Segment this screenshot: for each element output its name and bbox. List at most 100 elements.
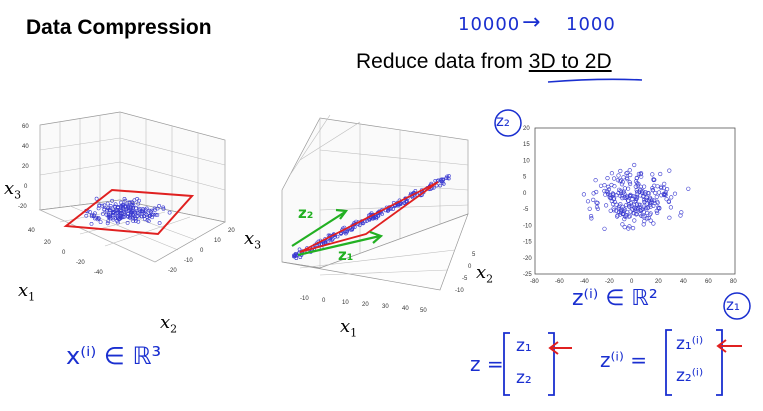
plot1-point — [107, 208, 112, 213]
plot1-point — [143, 217, 147, 222]
plot3-point — [606, 187, 612, 192]
plot3-point — [594, 204, 600, 210]
plot1-point — [136, 211, 141, 216]
svg-text:10: 10 — [214, 238, 221, 244]
plot3-point — [620, 222, 625, 227]
plot1-point — [126, 214, 131, 219]
plot3-point — [585, 199, 591, 204]
plot3-point — [637, 189, 642, 194]
plot1-point — [148, 213, 152, 218]
plot1-point — [97, 203, 102, 208]
plot3-point — [645, 190, 651, 196]
plot3-point — [653, 190, 658, 196]
plot3-point — [642, 214, 647, 219]
plot1-point — [128, 209, 133, 214]
plot3-point — [636, 171, 642, 177]
subtitle-underline — [547, 78, 643, 83]
plot2-point — [445, 176, 450, 180]
zi-vector-right-bracket — [716, 329, 723, 396]
plot3-point — [628, 172, 633, 178]
green-arrowhead-z1 — [369, 230, 384, 244]
plot3-point — [636, 202, 641, 207]
plot3-point — [630, 226, 636, 231]
plot3-point — [627, 181, 633, 187]
plot1-point — [113, 209, 118, 214]
svg-text:-5: -5 — [462, 276, 468, 282]
svg-text:0: 0 — [468, 264, 472, 270]
plot3-point — [651, 198, 657, 203]
plot2-point — [374, 216, 379, 221]
subtitle-emphasis: 3D to 2D — [528, 50, 612, 73]
plot3-point — [587, 206, 592, 211]
plot1-point — [98, 220, 103, 225]
plot2-point — [445, 174, 449, 179]
plot3-point — [627, 204, 632, 209]
plot1-point — [119, 208, 124, 213]
plot3-point — [602, 183, 607, 188]
plot1-point — [123, 198, 128, 203]
plot1-point — [122, 210, 127, 214]
plot3-point — [634, 202, 640, 207]
plot1-point — [139, 209, 144, 214]
plot3-point — [639, 207, 644, 212]
plot3-point — [607, 194, 612, 199]
subtitle-prefix: Reduce data from — [356, 50, 529, 73]
plot2-point — [440, 181, 445, 185]
plot3-ytick: 0 — [523, 191, 527, 197]
plot3-point — [644, 216, 650, 221]
z-vector-bottom: z₂ — [516, 368, 532, 388]
plot1-point — [116, 205, 121, 210]
plot1-point — [167, 210, 172, 215]
plot1-point — [111, 211, 116, 216]
svg-text:20: 20 — [44, 240, 51, 246]
plot2-point — [438, 183, 443, 188]
note-arrow: → — [522, 10, 541, 35]
plot3-point — [593, 178, 598, 183]
plot1-x2-label: x2 — [160, 312, 178, 336]
plot3-point — [686, 186, 691, 191]
plot3-point — [632, 218, 637, 223]
plot3-ytick: 15 — [523, 142, 530, 148]
plot3-point — [606, 184, 611, 189]
plot3-point — [666, 199, 671, 204]
plot1-point — [125, 220, 130, 225]
plot2-point — [321, 241, 326, 245]
plot3-point — [618, 168, 623, 174]
plot2-x2-label: x2 — [476, 262, 494, 286]
green-arrowhead-z2 — [335, 208, 349, 220]
plot3-point — [641, 184, 647, 189]
plot3-point — [619, 207, 624, 213]
svg-text:60: 60 — [22, 124, 29, 130]
svg-text:40: 40 — [402, 306, 409, 312]
plot3-point — [581, 192, 587, 197]
plot3-xtick: 80 — [730, 279, 737, 285]
z-red-arrow — [548, 341, 572, 355]
circled-z2-label: z₂ — [496, 112, 510, 130]
plot1-point — [143, 207, 148, 212]
plot3-point — [588, 214, 594, 219]
plot1-plane-outline — [63, 188, 195, 236]
plot3-point — [634, 190, 640, 195]
green-z1-label: z₁ — [338, 246, 354, 264]
plot3-point — [632, 199, 637, 204]
plot3-point — [603, 203, 609, 208]
plot1-point — [147, 208, 152, 213]
note-10000: 10000 — [458, 14, 521, 35]
plot3-point — [633, 196, 638, 201]
plot3-point — [667, 215, 672, 220]
plot2-point — [350, 227, 354, 232]
plot3-point — [648, 218, 653, 223]
plot3-point — [602, 188, 607, 194]
plot1-point — [94, 196, 99, 201]
plot3-point — [662, 193, 667, 198]
plot3-point — [618, 178, 624, 183]
plot3-point — [605, 176, 610, 181]
plot3-point — [628, 192, 633, 197]
plot3-point — [637, 205, 642, 210]
plot1-point — [134, 216, 138, 221]
plot1-tick-labels: 60 40 20 0 -20 40 20 0 -20 -40 -20 -10 0 10 20 — [18, 124, 235, 276]
plot1-point — [143, 211, 148, 216]
note-1000: 1000 — [566, 14, 616, 35]
plot3-point — [629, 203, 634, 208]
zi-vector-lhs: z⁽ⁱ⁾ = — [600, 348, 648, 372]
